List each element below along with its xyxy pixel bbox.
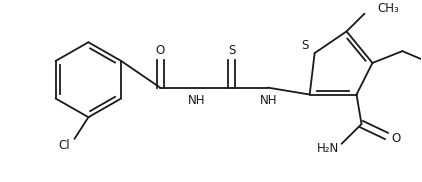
Text: NH: NH — [188, 94, 206, 107]
Text: S: S — [301, 39, 308, 52]
Text: CH₃: CH₃ — [377, 2, 399, 15]
Text: S: S — [228, 44, 235, 57]
Text: O: O — [392, 132, 401, 145]
Text: Cl: Cl — [59, 139, 70, 152]
Text: H₂N: H₂N — [316, 142, 339, 155]
Text: O: O — [156, 44, 165, 57]
Text: NH: NH — [260, 94, 278, 107]
